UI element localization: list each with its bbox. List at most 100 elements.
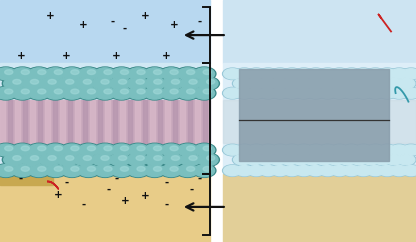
Circle shape	[194, 144, 215, 156]
Circle shape	[307, 69, 324, 79]
Circle shape	[256, 154, 276, 166]
Circle shape	[233, 78, 252, 89]
Circle shape	[203, 166, 211, 171]
Bar	[15, 100, 20, 143]
Circle shape	[343, 166, 360, 176]
Circle shape	[224, 145, 241, 155]
Circle shape	[384, 78, 404, 89]
Circle shape	[21, 154, 42, 166]
Circle shape	[38, 166, 46, 171]
Text: +: +	[120, 196, 129, 206]
Circle shape	[137, 70, 145, 75]
Circle shape	[260, 145, 277, 155]
Circle shape	[186, 166, 195, 171]
Circle shape	[374, 78, 391, 89]
Circle shape	[37, 153, 61, 166]
Circle shape	[170, 146, 178, 151]
Circle shape	[271, 69, 289, 79]
Circle shape	[62, 165, 82, 177]
Circle shape	[246, 68, 266, 80]
Circle shape	[128, 165, 149, 177]
Circle shape	[29, 87, 49, 99]
Circle shape	[176, 164, 199, 177]
Circle shape	[180, 77, 201, 90]
Text: -: -	[164, 199, 168, 210]
Text: -: -	[123, 24, 127, 34]
Bar	[195, 100, 200, 143]
Circle shape	[20, 153, 43, 166]
Circle shape	[379, 69, 396, 79]
Circle shape	[386, 155, 403, 165]
Circle shape	[315, 155, 333, 165]
Circle shape	[379, 145, 396, 155]
Circle shape	[143, 67, 166, 81]
Circle shape	[78, 144, 99, 156]
Circle shape	[120, 166, 129, 171]
Circle shape	[44, 86, 67, 100]
Circle shape	[37, 77, 61, 90]
Circle shape	[223, 68, 243, 80]
Circle shape	[78, 87, 99, 99]
Circle shape	[223, 144, 243, 156]
Circle shape	[12, 144, 32, 156]
Circle shape	[349, 78, 369, 89]
Circle shape	[339, 78, 357, 89]
Circle shape	[389, 165, 409, 176]
Circle shape	[351, 155, 368, 165]
Circle shape	[373, 78, 393, 89]
Circle shape	[248, 69, 265, 79]
Circle shape	[127, 154, 148, 166]
Circle shape	[193, 143, 216, 157]
Circle shape	[235, 145, 253, 155]
Circle shape	[154, 89, 162, 94]
Circle shape	[193, 86, 216, 100]
Bar	[158, 100, 162, 143]
Circle shape	[374, 155, 391, 165]
Circle shape	[29, 68, 49, 80]
Circle shape	[111, 144, 132, 156]
Circle shape	[366, 88, 384, 98]
Bar	[143, 100, 147, 143]
Circle shape	[330, 144, 349, 156]
Circle shape	[224, 166, 241, 176]
Circle shape	[283, 166, 301, 176]
Circle shape	[223, 165, 243, 176]
Text: -: -	[114, 174, 119, 184]
Circle shape	[248, 145, 265, 155]
Circle shape	[291, 78, 311, 89]
Circle shape	[154, 156, 162, 160]
Circle shape	[244, 78, 264, 89]
Circle shape	[319, 166, 337, 176]
Circle shape	[20, 77, 43, 90]
Bar	[150, 100, 155, 143]
Circle shape	[295, 145, 312, 155]
Circle shape	[119, 79, 126, 84]
Circle shape	[327, 155, 344, 165]
Text: +: +	[141, 191, 150, 201]
Circle shape	[162, 154, 183, 166]
Circle shape	[361, 154, 381, 166]
Circle shape	[366, 69, 384, 79]
Circle shape	[77, 67, 100, 81]
Text: +: +	[62, 51, 71, 61]
Circle shape	[87, 70, 96, 75]
Bar	[188, 100, 192, 143]
Circle shape	[354, 68, 373, 80]
Circle shape	[384, 154, 404, 166]
Circle shape	[2, 153, 26, 166]
Circle shape	[245, 78, 263, 89]
Bar	[90, 100, 94, 143]
Circle shape	[128, 144, 149, 156]
Circle shape	[338, 154, 357, 166]
Text: -: -	[164, 178, 168, 188]
Circle shape	[94, 164, 116, 177]
Text: -: -	[110, 17, 114, 27]
Circle shape	[27, 164, 51, 177]
Circle shape	[21, 89, 30, 94]
Circle shape	[104, 70, 112, 75]
Circle shape	[11, 86, 34, 100]
Circle shape	[136, 156, 144, 160]
Circle shape	[119, 156, 126, 160]
Bar	[0, 100, 210, 143]
Circle shape	[143, 164, 166, 177]
